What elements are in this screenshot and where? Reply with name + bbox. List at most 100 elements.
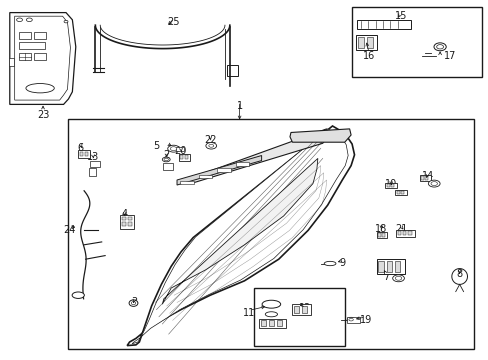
- Text: 7: 7: [383, 272, 388, 282]
- Bar: [235, 162, 249, 166]
- Bar: [378, 261, 383, 272]
- Bar: [122, 217, 126, 220]
- Bar: [301, 306, 306, 313]
- Ellipse shape: [170, 147, 177, 150]
- Polygon shape: [10, 13, 76, 104]
- Ellipse shape: [436, 45, 443, 49]
- Text: 5: 5: [153, 141, 159, 151]
- Ellipse shape: [430, 182, 437, 185]
- Bar: [198, 175, 212, 178]
- Bar: [386, 261, 391, 272]
- Bar: [419, 175, 430, 181]
- Polygon shape: [127, 126, 354, 346]
- Bar: [254, 288, 344, 346]
- Ellipse shape: [162, 157, 170, 162]
- Bar: [184, 155, 187, 159]
- Bar: [9, 58, 14, 66]
- Ellipse shape: [427, 180, 439, 187]
- Bar: [351, 7, 481, 77]
- Bar: [385, 183, 396, 188]
- Bar: [259, 319, 285, 328]
- Bar: [163, 163, 172, 170]
- Bar: [120, 215, 134, 229]
- Bar: [400, 191, 403, 194]
- Bar: [396, 191, 399, 194]
- Bar: [390, 184, 393, 187]
- Bar: [90, 161, 100, 167]
- Ellipse shape: [324, 261, 335, 266]
- Bar: [355, 35, 376, 50]
- Text: 22: 22: [203, 135, 216, 145]
- Polygon shape: [289, 129, 350, 142]
- Bar: [68, 119, 473, 349]
- Text: 16: 16: [362, 51, 375, 61]
- Ellipse shape: [348, 319, 352, 321]
- Polygon shape: [162, 158, 317, 304]
- Bar: [180, 181, 193, 184]
- Bar: [122, 222, 126, 226]
- Bar: [84, 152, 88, 156]
- Bar: [420, 176, 423, 180]
- Bar: [397, 231, 400, 235]
- Ellipse shape: [205, 143, 216, 149]
- Bar: [19, 32, 31, 39]
- Bar: [357, 37, 364, 48]
- Ellipse shape: [346, 318, 354, 322]
- Bar: [366, 37, 372, 48]
- Bar: [80, 152, 83, 156]
- Text: 9: 9: [339, 258, 345, 268]
- Bar: [394, 261, 400, 272]
- Bar: [394, 190, 406, 195]
- Polygon shape: [15, 16, 70, 100]
- Bar: [376, 232, 386, 238]
- Bar: [180, 155, 183, 159]
- Bar: [34, 32, 46, 39]
- Ellipse shape: [208, 144, 213, 147]
- Ellipse shape: [392, 275, 404, 282]
- Text: 8: 8: [456, 269, 462, 279]
- Bar: [402, 231, 406, 235]
- Ellipse shape: [164, 158, 168, 161]
- Bar: [386, 184, 389, 187]
- Text: 13: 13: [86, 152, 99, 162]
- Bar: [78, 150, 90, 158]
- Bar: [268, 320, 273, 326]
- Text: 15: 15: [394, 11, 407, 21]
- Bar: [395, 230, 414, 237]
- Text: 19: 19: [359, 315, 371, 325]
- Ellipse shape: [394, 276, 401, 280]
- Text: 24: 24: [63, 225, 76, 235]
- Bar: [217, 168, 230, 172]
- Bar: [179, 154, 189, 161]
- Ellipse shape: [131, 302, 136, 305]
- Text: 1: 1: [236, 101, 242, 111]
- Polygon shape: [188, 129, 328, 184]
- Ellipse shape: [433, 43, 446, 51]
- Text: 17: 17: [443, 51, 455, 61]
- Text: 23: 23: [37, 110, 49, 120]
- Bar: [89, 168, 96, 176]
- Text: 3: 3: [131, 297, 137, 307]
- Ellipse shape: [167, 145, 179, 152]
- Ellipse shape: [262, 300, 280, 308]
- Bar: [19, 42, 45, 49]
- Bar: [382, 233, 385, 237]
- Text: 21: 21: [394, 224, 407, 234]
- Bar: [293, 306, 298, 313]
- Bar: [34, 53, 46, 60]
- Text: 4: 4: [122, 209, 127, 219]
- Bar: [376, 259, 404, 274]
- Bar: [377, 233, 380, 237]
- Ellipse shape: [17, 18, 22, 22]
- Ellipse shape: [72, 292, 84, 298]
- Ellipse shape: [26, 18, 32, 22]
- Text: 2: 2: [163, 150, 169, 160]
- Bar: [176, 147, 183, 151]
- Ellipse shape: [129, 300, 138, 306]
- Text: 6: 6: [78, 143, 83, 153]
- Ellipse shape: [264, 312, 277, 317]
- Bar: [128, 217, 132, 220]
- Text: 11: 11: [243, 308, 255, 318]
- Text: 12: 12: [299, 303, 311, 313]
- Bar: [19, 53, 31, 60]
